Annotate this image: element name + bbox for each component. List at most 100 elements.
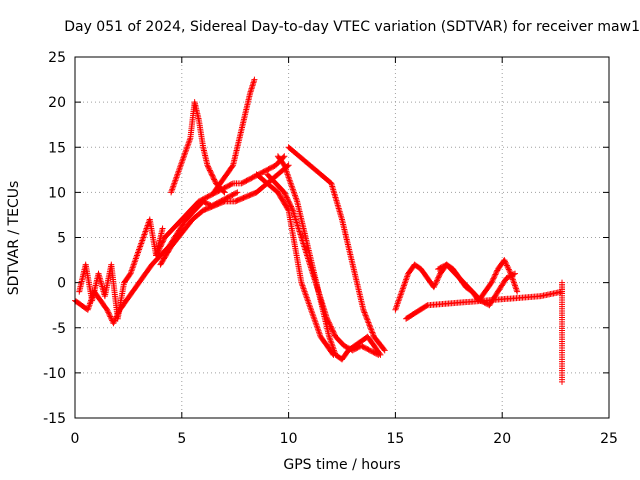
chart-title: Day 051 of 2024, Sidereal Day-to-day VTE… (64, 19, 640, 35)
grid-lines (75, 57, 609, 418)
data-point-marker (505, 265, 512, 272)
data-point-marker (365, 320, 372, 327)
y-tick-label: -5 (52, 321, 66, 337)
data-point-marker (206, 166, 213, 173)
x-tick-label: 5 (177, 431, 186, 447)
data-point-marker (431, 282, 438, 289)
data-point-marker (435, 274, 442, 281)
data-point-marker (493, 268, 500, 275)
data-point-marker (493, 270, 500, 277)
x-tick-label: 20 (493, 431, 511, 447)
data-point-marker (325, 318, 332, 325)
data-point-marker (284, 206, 291, 213)
data-point-marker (490, 275, 497, 282)
data-point-marker (366, 322, 373, 329)
data-point-marker (430, 284, 437, 291)
data-point-marker (233, 190, 240, 197)
data-point-marker (489, 278, 496, 285)
data-point-marker (234, 189, 241, 196)
data-point-marker (510, 271, 517, 278)
data-point-marker (153, 251, 160, 258)
data-point-marker (324, 315, 331, 322)
data-point-marker (105, 310, 112, 317)
data-point-marker (362, 312, 369, 319)
data-point-marker (282, 191, 289, 198)
data-point-marker (502, 259, 509, 266)
data-point-marker (209, 172, 216, 179)
data-point-marker (369, 329, 376, 336)
data-point-marker (106, 312, 113, 319)
data-point-marker (488, 279, 495, 286)
x-tick-label: 0 (71, 431, 80, 447)
data-point-marker (156, 246, 163, 253)
data-point-marker (158, 240, 165, 247)
data-point-marker (159, 239, 166, 246)
data-point-marker (491, 272, 498, 279)
data-point-marker (280, 161, 287, 168)
data-point-marker (364, 318, 371, 325)
data-point-marker (503, 262, 510, 269)
data-point-marker (506, 267, 513, 274)
data-point-marker (220, 198, 227, 205)
data-point-marker (559, 378, 566, 385)
data-point-marker (504, 263, 511, 270)
data-point-marker (368, 328, 375, 335)
data-point-marker (327, 323, 334, 330)
y-tick-label: 15 (48, 140, 66, 156)
y-tick-label: 10 (48, 185, 66, 201)
data-point-marker (330, 329, 337, 336)
data-point-marker (207, 168, 214, 175)
y-tick-label: -10 (43, 366, 66, 382)
data-point-marker (433, 278, 440, 285)
data-point-marker (105, 309, 112, 316)
data-point-marker (285, 198, 292, 205)
data-point-marker (489, 276, 496, 283)
data-point-marker (284, 195, 291, 202)
data-point-marker (324, 317, 331, 324)
data-point-marker (329, 350, 336, 357)
data-point-marker (208, 170, 215, 177)
data-point-marker (328, 326, 335, 333)
data-point-marker (326, 320, 333, 327)
data-point-marker (154, 249, 161, 256)
data-point-marker (367, 323, 374, 330)
y-tick-label: 5 (57, 231, 66, 247)
data-point-marker (363, 313, 370, 320)
data-point-marker (210, 175, 217, 182)
data-point-marker (160, 237, 167, 244)
axis-ticks: 0 5 10 15 20 25 -15 -10 -5 0 5 10 15 20 25 (43, 50, 618, 447)
data-point-marker (330, 328, 337, 335)
y-tick-label: 25 (48, 50, 66, 66)
data-point-marker (362, 310, 369, 317)
data-point-marker (368, 326, 375, 333)
data-point-marker (381, 347, 388, 354)
data-point-marker (327, 322, 334, 329)
data-point-marker (208, 171, 215, 178)
data-point-marker (206, 167, 213, 174)
data-point-marker (281, 189, 288, 196)
data-point-marker (211, 177, 218, 184)
x-tick-label: 15 (386, 431, 404, 447)
data-point-marker (369, 330, 376, 337)
data-point-marker (205, 163, 212, 170)
data-point-marker (107, 313, 114, 320)
y-tick-label: -15 (43, 411, 66, 427)
x-tick-label: 10 (280, 431, 298, 447)
data-point-marker (501, 258, 508, 265)
data-point-marker (432, 280, 439, 287)
data-point-marker (159, 238, 166, 245)
data-point-marker (360, 306, 367, 313)
data-point-marker (281, 190, 288, 197)
data-point-marker (329, 327, 336, 334)
data-point-marker (111, 318, 118, 325)
data-point-marker (153, 252, 160, 259)
data-point-marker (286, 199, 293, 206)
data-point-marker (363, 315, 370, 322)
data-point-marker (229, 163, 236, 170)
data-point-marker (159, 225, 166, 232)
data-point-marker (503, 261, 510, 268)
data-point-marker (205, 164, 212, 171)
data-point-marker (156, 244, 163, 251)
